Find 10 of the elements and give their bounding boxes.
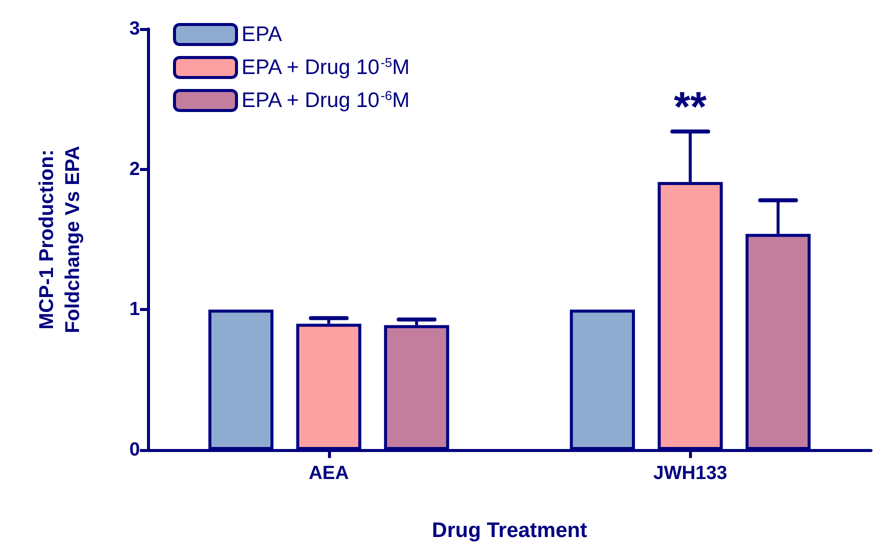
x-tick-label: JWH133 [653,463,728,484]
x-axis-title: Drug Treatment [432,519,588,542]
y-tick-label: 3 [129,18,140,40]
x-tick-label: AEA [308,463,350,484]
legend-label: EPA [242,23,282,46]
y-tick-label: 0 [129,440,140,460]
y-tick-label: 2 [129,158,140,180]
annotation: ** [674,82,708,130]
y-axis-title: MCP-1 Production: Foldchange Vs EPA [36,146,84,334]
y-tick-label: 1 [129,299,140,320]
